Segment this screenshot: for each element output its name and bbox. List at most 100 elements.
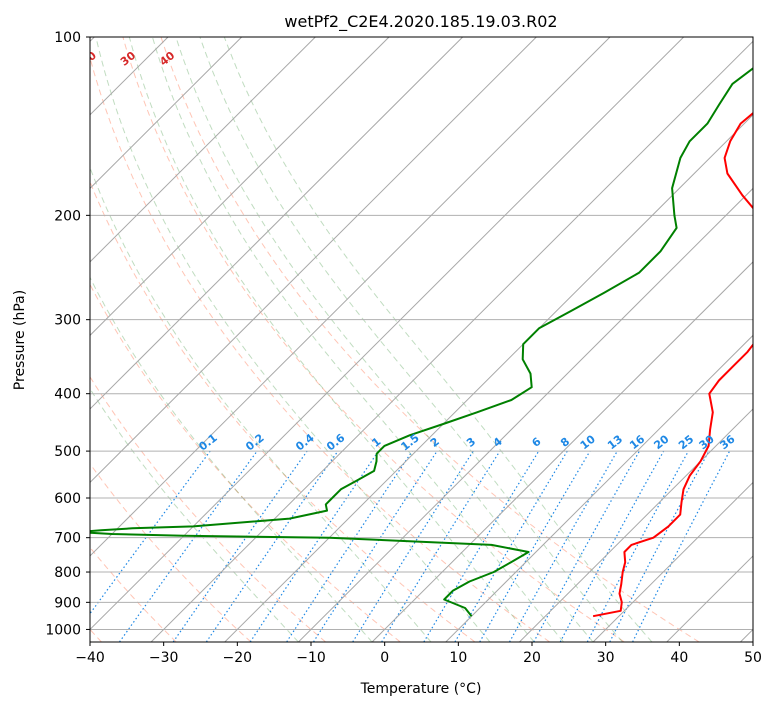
- dry-adiabats: [90, 37, 700, 642]
- dry-adiabat-label: 40: [157, 49, 177, 69]
- mixing-ratio-label: 1.5: [398, 431, 421, 453]
- mixing-ratio-line: [90, 450, 211, 615]
- x-tick-label: 20: [523, 650, 541, 666]
- moist-adiabat-line: [95, 37, 491, 642]
- mixing-ratio-label: 16: [627, 432, 647, 452]
- mixing-ratio-line: [423, 450, 540, 642]
- mixing-ratio-lines: [90, 450, 731, 642]
- x-tick-label: 30: [597, 650, 615, 666]
- mixing-ratio-line: [559, 450, 665, 642]
- moist-adiabat-line: [199, 37, 623, 642]
- mixing-ratio-label: 30: [697, 432, 717, 452]
- moist-adiabat-line: [223, 37, 653, 642]
- y-axis-ticks: 100 200 300 400 500 600 700 800 900 1000: [45, 30, 90, 638]
- mixing-ratio-line: [533, 450, 640, 642]
- x-tick-label: 10: [449, 650, 467, 666]
- y-tick-label: 900: [54, 595, 81, 611]
- mixing-ratio-line: [286, 450, 413, 642]
- x-tick-label: −40: [75, 650, 105, 666]
- y-tick-label: 800: [54, 565, 81, 581]
- moist-adiabat-line: [90, 166, 432, 642]
- dry-adiabat-line: [160, 37, 700, 642]
- x-axis-label: Temperature (°C): [360, 681, 482, 697]
- isotherm-line: [445, 334, 753, 642]
- isotherm-line: [592, 481, 753, 642]
- pressure-gridlines: [90, 37, 753, 630]
- isotherm-line: [90, 37, 611, 557]
- mixing-ratio-label: 0.1: [196, 431, 219, 453]
- y-tick-label: 200: [54, 208, 81, 224]
- x-tick-label: −10: [296, 650, 326, 666]
- isotherm-line: [90, 37, 464, 410]
- mixing-ratio-label: 25: [676, 433, 696, 453]
- plot-frame: [89, 36, 754, 643]
- mixing-ratio-line: [381, 450, 501, 642]
- y-tick-label: 100: [54, 30, 81, 46]
- isotherm-line: [371, 261, 753, 642]
- isotherm-line: [90, 37, 390, 337]
- y-tick-label: 1000: [45, 622, 81, 638]
- plot-layers: -100-90-80-70-60-50-40-30-20-10010203040…: [3, 37, 753, 642]
- dry-adiabat-line: [90, 375, 326, 642]
- mixing-ratio-line: [352, 450, 474, 642]
- moist-adiabat-line: [128, 37, 535, 642]
- mixing-ratio-line: [632, 450, 731, 642]
- dry-adiabat-line: [90, 180, 476, 642]
- sounding-profiles: [90, 67, 753, 618]
- mixing-ratio-label: 10: [578, 432, 598, 452]
- chart-title: wetPf2_C2E4.2020.185.19.03.R02: [284, 12, 557, 32]
- mixing-ratio-label: 1: [369, 435, 383, 450]
- temperature-profile: [592, 111, 753, 618]
- mixing-ratio-label: 3: [464, 435, 478, 450]
- mixing-ratio-line: [119, 450, 258, 642]
- mixing-ratio-line: [312, 450, 438, 642]
- isoline-labels: -100-90-80-70-60-50-40-30-20-10010203040…: [3, 49, 738, 454]
- moist-adiabat-line: [175, 37, 594, 642]
- y-tick-label: 400: [54, 387, 81, 403]
- x-tick-label: 50: [744, 650, 762, 666]
- dry-adiabat-line: [90, 462, 252, 642]
- mixing-ratio-label: 13: [605, 433, 625, 453]
- mixing-ratio-line: [609, 450, 710, 642]
- y-tick-label: 700: [54, 531, 81, 547]
- dry-adiabat-line: [122, 37, 625, 642]
- mixing-ratio-label: 0.6: [324, 431, 348, 453]
- x-axis-ticks: −40 −30 −20 −10 0 10 20 30 40 50: [75, 642, 762, 666]
- y-axis-label: Pressure (hPa): [12, 290, 28, 390]
- isotherm-line: [90, 37, 685, 631]
- isotherm-line: [666, 555, 753, 642]
- moist-adiabats: [90, 37, 653, 642]
- moist-adiabat-line: [151, 37, 564, 642]
- moist-adiabat-line: [90, 276, 373, 642]
- dry-adiabat-label: 20: [79, 49, 99, 69]
- x-tick-label: −20: [223, 650, 253, 666]
- mixing-ratio-line: [249, 450, 379, 642]
- x-tick-label: −30: [149, 650, 179, 666]
- mixing-ratio-label: 36: [717, 432, 737, 452]
- moist-adiabat-line: [90, 387, 299, 642]
- mixing-ratio-label: 6: [530, 435, 544, 450]
- y-tick-label: 300: [54, 313, 81, 329]
- isotherm-line: [519, 408, 753, 642]
- mixing-ratio-label: 8: [558, 435, 572, 450]
- dry-adiabat-line: [90, 283, 401, 642]
- isotherm-line: [150, 40, 753, 642]
- dry-adiabat-line: [90, 55, 550, 642]
- x-tick-label: 40: [670, 650, 688, 666]
- dry-adiabat-label: 10: [40, 49, 60, 69]
- isotherm-line: [90, 37, 316, 263]
- mixing-ratio-line: [508, 450, 618, 642]
- y-tick-label: 500: [54, 444, 81, 460]
- mixing-ratio-line: [172, 450, 308, 642]
- dry-adiabat-label: 0: [3, 51, 17, 66]
- x-tick-label: 0: [380, 650, 389, 666]
- skewed-isotherms: [90, 37, 753, 642]
- isotherm-line: [90, 37, 537, 484]
- dewpoint-profile: [90, 67, 753, 617]
- mixing-ratio-line: [454, 450, 568, 642]
- isotherm-line: [740, 628, 753, 642]
- mixing-ratio-line: [205, 450, 339, 642]
- isotherm-line: [90, 37, 243, 190]
- y-tick-label: 600: [54, 491, 81, 507]
